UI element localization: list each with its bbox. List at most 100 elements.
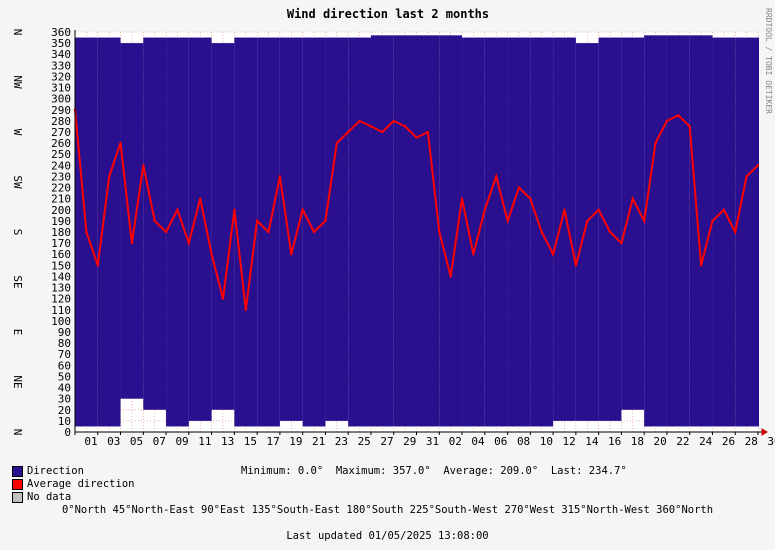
average-point [734, 230, 737, 234]
direction-bar [689, 35, 713, 427]
legend-swatch-average [12, 479, 23, 490]
x-tick-label: 08 [517, 435, 530, 448]
average-point [586, 219, 589, 223]
average-point [642, 219, 646, 223]
legend-swatch-no-data [12, 492, 23, 503]
y-tick-label: 180 [51, 226, 71, 239]
average-point [483, 208, 486, 211]
average-point [574, 264, 578, 267]
y-tick-label: 350 [51, 37, 71, 50]
last-updated: Last updated 01/05/2025 13:08:00 [286, 530, 489, 542]
average-point [688, 125, 691, 128]
x-tick-label: 25 [358, 435, 371, 448]
direction-bar [598, 37, 622, 421]
average-point [722, 208, 726, 211]
direction-bar [234, 37, 258, 427]
average-point [677, 114, 680, 117]
y-tick-label: 150 [51, 259, 71, 272]
average-point [233, 208, 236, 211]
x-tick-label: 03 [107, 435, 120, 448]
average-point [301, 208, 304, 211]
y-tick-label: 300 [51, 93, 71, 106]
average-point [460, 197, 464, 200]
y-tick-label: 190 [51, 215, 71, 228]
direction-bar [211, 43, 235, 410]
x-tick-label: 05 [130, 435, 143, 448]
stat-last-label: Last: [550, 465, 583, 477]
y-tick-label: 290 [51, 104, 71, 117]
average-point [369, 125, 373, 128]
legend-item-direction: Direction [12, 465, 134, 478]
x-tick-label: 04 [471, 435, 485, 448]
average-point [381, 130, 384, 134]
legend-swatch-direction [12, 466, 23, 477]
x-tick-label: 22 [676, 435, 689, 448]
average-point [187, 241, 191, 245]
compass-label: N [11, 29, 24, 36]
average-point [506, 219, 509, 223]
direction-bar [462, 37, 485, 427]
average-point [153, 219, 156, 223]
x-tick-label: 28 [745, 435, 758, 448]
direction-bar [348, 37, 371, 427]
y-tick-label: 100 [51, 315, 71, 328]
average-point [107, 175, 111, 178]
direction-bar [325, 37, 349, 421]
y-tick-label: 340 [51, 48, 71, 61]
stat-min-value: 0.0° [297, 465, 324, 477]
y-tick-label: 140 [51, 270, 71, 283]
average-point [278, 175, 282, 178]
chart-title: Wind direction last 2 months [287, 7, 489, 21]
credit-text: RRDTOOL / TOBI OETIKER [764, 8, 773, 114]
x-tick-label: 12 [562, 435, 575, 448]
average-point [96, 264, 99, 267]
average-point [529, 197, 532, 200]
y-tick-label: 20 [58, 404, 71, 417]
y-tick-label: 170 [51, 237, 71, 250]
compass-label: S [11, 229, 24, 236]
x-tick-label: 09 [175, 435, 188, 448]
x-tick-label: 19 [289, 435, 302, 448]
compass-label: N [11, 429, 24, 436]
average-point [472, 253, 475, 256]
x-tick-label: 24 [699, 435, 713, 448]
compass-legend: 0°North 45°North-East 90°East 135°South-… [61, 504, 714, 516]
x-tick-labels: 01 03 05 07 09 11 13 15 17 19 21 23 25 27 29 31 02 04 06 08… [74, 432, 775, 448]
average-point [324, 219, 327, 223]
average-point [608, 230, 612, 234]
average-point [347, 130, 350, 134]
x-tick-label: 21 [312, 435, 325, 448]
direction-bar [644, 35, 667, 427]
x-tick-label: 14 [585, 435, 599, 448]
average-point [426, 130, 430, 134]
y-tick-label: 50 [58, 370, 71, 383]
legend: Direction Average direction No data [12, 465, 134, 504]
y-tick-label: 240 [51, 159, 71, 172]
direction-bar [553, 37, 576, 421]
average-point [199, 197, 202, 200]
y-tick-label: 40 [58, 382, 71, 395]
x-tick-label: 30 [767, 435, 775, 448]
y-tick-label: 90 [58, 326, 71, 339]
stat-avg-label: Average: [443, 465, 494, 477]
direction-bar [621, 37, 645, 410]
average-point [403, 125, 407, 128]
y-tick-labels: 0102030405060708090100110120130140150160… [51, 26, 71, 439]
y-tick-label: 200 [51, 204, 71, 217]
y-tick-label: 230 [51, 170, 71, 183]
x-tick-label: 01 [84, 435, 97, 448]
stat-max-value: 357.0° [392, 465, 431, 477]
average-point [756, 164, 760, 167]
average-point [415, 136, 418, 139]
x-tick-label: 07 [153, 435, 166, 448]
compass-label: SW [11, 175, 24, 189]
average-point [392, 119, 395, 123]
compass-labels: N NE E SE S SW W NW N [11, 29, 24, 436]
x-tick-label: 06 [494, 435, 507, 448]
x-tick-label: 23 [335, 435, 348, 448]
average-point [176, 208, 179, 211]
x-tick-label: 17 [267, 435, 280, 448]
direction-bar [712, 37, 736, 427]
stat-max-label: Maximum: [335, 465, 387, 477]
average-point [142, 164, 145, 167]
